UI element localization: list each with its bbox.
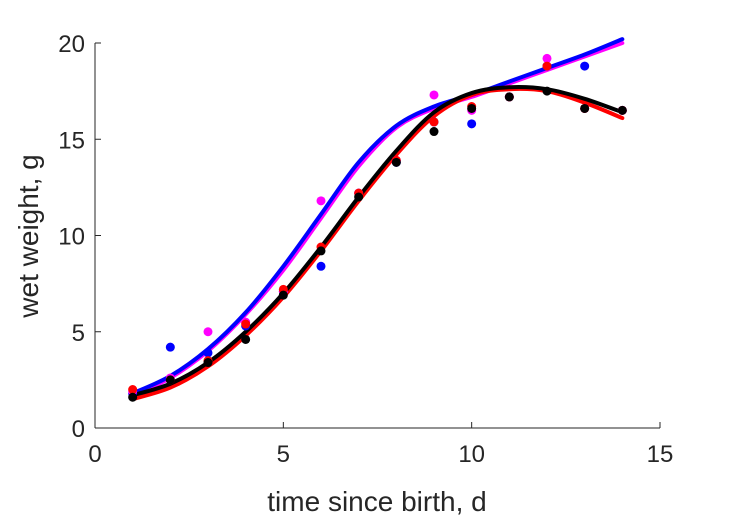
series-line-4 bbox=[130, 41, 625, 398]
data-point bbox=[391, 157, 401, 167]
ticks-layer: 0 5 10 15 0 5 10 15 20 bbox=[58, 31, 673, 468]
data-point bbox=[203, 327, 213, 337]
x-tick-label: 10 bbox=[458, 441, 485, 468]
y-tick-label: 10 bbox=[58, 224, 85, 251]
data-point bbox=[467, 103, 477, 113]
data-point bbox=[542, 86, 552, 96]
data-point bbox=[429, 127, 439, 137]
data-point bbox=[203, 348, 213, 358]
y-axis-title: wet weight, g bbox=[13, 154, 44, 318]
data-point bbox=[467, 119, 477, 129]
x-tick-label: 5 bbox=[277, 441, 290, 468]
y-tick-label: 5 bbox=[72, 320, 85, 347]
data-point bbox=[580, 61, 590, 71]
x-tick-label: 0 bbox=[88, 441, 101, 468]
y-tick-label: 20 bbox=[58, 31, 85, 58]
series-line-5 bbox=[130, 37, 625, 396]
data-point bbox=[165, 375, 175, 385]
data-point bbox=[203, 358, 213, 368]
data-point bbox=[316, 261, 326, 271]
data-point bbox=[165, 342, 175, 352]
y-tick-label: 15 bbox=[58, 127, 85, 154]
data-point bbox=[278, 290, 288, 300]
data-point bbox=[542, 53, 552, 63]
y-tick-label: 0 bbox=[72, 416, 85, 443]
data-point bbox=[316, 196, 326, 206]
x-tick-label: 15 bbox=[647, 441, 674, 468]
points-layer bbox=[128, 53, 627, 402]
data-point bbox=[241, 334, 251, 344]
data-point bbox=[354, 192, 364, 202]
data-point bbox=[128, 385, 138, 394]
data-point bbox=[542, 61, 552, 71]
data-point bbox=[580, 103, 590, 113]
data-point bbox=[504, 92, 514, 102]
data-point bbox=[316, 246, 326, 256]
data-point bbox=[617, 105, 627, 115]
data-point bbox=[128, 392, 138, 402]
data-point bbox=[429, 90, 439, 100]
data-point bbox=[241, 319, 251, 329]
x-axis-title: time since birth, d bbox=[267, 486, 486, 517]
data-point bbox=[429, 117, 439, 127]
